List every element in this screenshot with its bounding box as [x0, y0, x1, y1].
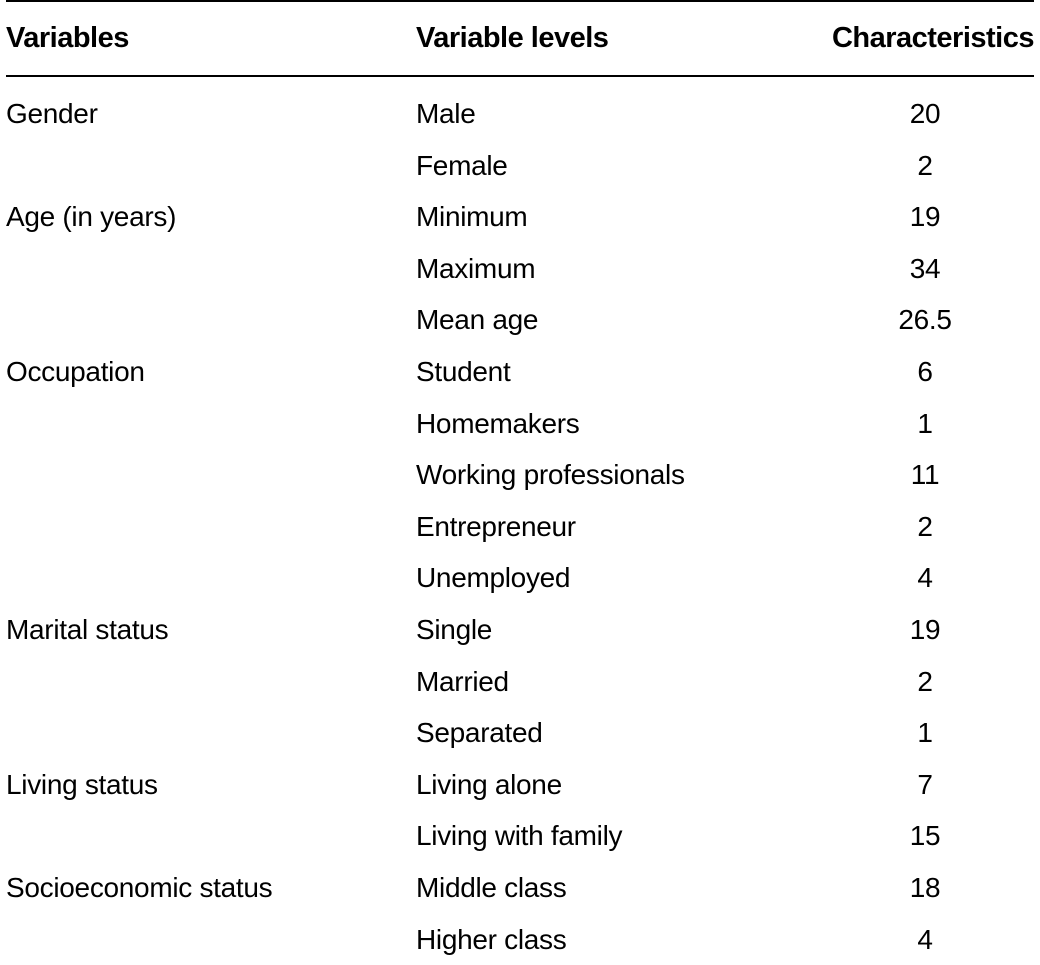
cell-characteristic: 20: [816, 76, 1034, 140]
cell-characteristic: 11: [816, 449, 1034, 501]
cell-level: Minimum: [416, 191, 816, 243]
cell-characteristic: 19: [816, 191, 1034, 243]
cell-variable: [6, 243, 416, 295]
cell-variable: [6, 140, 416, 192]
cell-characteristic: 15: [816, 810, 1034, 862]
cell-level: Single: [416, 604, 816, 656]
cell-characteristic: 18: [816, 862, 1034, 914]
cell-variable: [6, 707, 416, 759]
table-row: GenderMale20: [6, 76, 1034, 140]
cell-level: Married: [416, 656, 816, 708]
table-row: Unemployed4: [6, 552, 1034, 604]
cell-characteristic: 1: [816, 398, 1034, 450]
header-variables: Variables: [6, 1, 416, 76]
cell-level: Mean age: [416, 294, 816, 346]
table-row: Socioeconomic statusMiddle class18: [6, 862, 1034, 914]
demographics-table: Variables Variable levels Characteristic…: [6, 0, 1034, 965]
table-row: Maximum34: [6, 243, 1034, 295]
header-characteristics: Characteristics: [816, 1, 1034, 76]
cell-variable: [6, 552, 416, 604]
table-row: Married2: [6, 656, 1034, 708]
cell-variable: [6, 914, 416, 965]
cell-characteristic: 4: [816, 914, 1034, 965]
cell-characteristic: 2: [816, 656, 1034, 708]
demographics-table-container: Variables Variable levels Characteristic…: [0, 0, 1040, 965]
cell-level: Male: [416, 76, 816, 140]
cell-variable: Marital status: [6, 604, 416, 656]
cell-level: Unemployed: [416, 552, 816, 604]
cell-variable: [6, 810, 416, 862]
cell-variable: Living status: [6, 759, 416, 811]
cell-variable: [6, 501, 416, 553]
cell-characteristic: 1: [816, 707, 1034, 759]
cell-level: Separated: [416, 707, 816, 759]
table-row: Entrepreneur2: [6, 501, 1034, 553]
header-levels: Variable levels: [416, 1, 816, 76]
cell-level: Working professionals: [416, 449, 816, 501]
cell-level: Living alone: [416, 759, 816, 811]
cell-variable: Occupation: [6, 346, 416, 398]
table-row: Higher class4: [6, 914, 1034, 965]
cell-variable: [6, 398, 416, 450]
table-row: Working professionals11: [6, 449, 1034, 501]
table-body: GenderMale20Female2Age (in years)Minimum…: [6, 76, 1034, 965]
table-row: Mean age26.5: [6, 294, 1034, 346]
cell-level: Student: [416, 346, 816, 398]
cell-variable: [6, 656, 416, 708]
cell-level: Middle class: [416, 862, 816, 914]
cell-characteristic: 34: [816, 243, 1034, 295]
cell-variable: Socioeconomic status: [6, 862, 416, 914]
table-row: Homemakers1: [6, 398, 1034, 450]
cell-level: Higher class: [416, 914, 816, 965]
cell-characteristic: 2: [816, 501, 1034, 553]
table-row: Marital statusSingle19: [6, 604, 1034, 656]
cell-characteristic: 26.5: [816, 294, 1034, 346]
table-row: Living statusLiving alone7: [6, 759, 1034, 811]
cell-level: Female: [416, 140, 816, 192]
cell-characteristic: 19: [816, 604, 1034, 656]
table-row: OccupationStudent6: [6, 346, 1034, 398]
cell-characteristic: 7: [816, 759, 1034, 811]
cell-variable: [6, 294, 416, 346]
cell-variable: [6, 449, 416, 501]
cell-level: Maximum: [416, 243, 816, 295]
cell-variable: Gender: [6, 76, 416, 140]
cell-variable: Age (in years): [6, 191, 416, 243]
cell-characteristic: 2: [816, 140, 1034, 192]
cell-characteristic: 6: [816, 346, 1034, 398]
table-header-row: Variables Variable levels Characteristic…: [6, 1, 1034, 76]
cell-level: Living with family: [416, 810, 816, 862]
cell-level: Homemakers: [416, 398, 816, 450]
cell-level: Entrepreneur: [416, 501, 816, 553]
table-row: Age (in years)Minimum19: [6, 191, 1034, 243]
cell-characteristic: 4: [816, 552, 1034, 604]
table-row: Living with family15: [6, 810, 1034, 862]
table-row: Female2: [6, 140, 1034, 192]
table-row: Separated1: [6, 707, 1034, 759]
